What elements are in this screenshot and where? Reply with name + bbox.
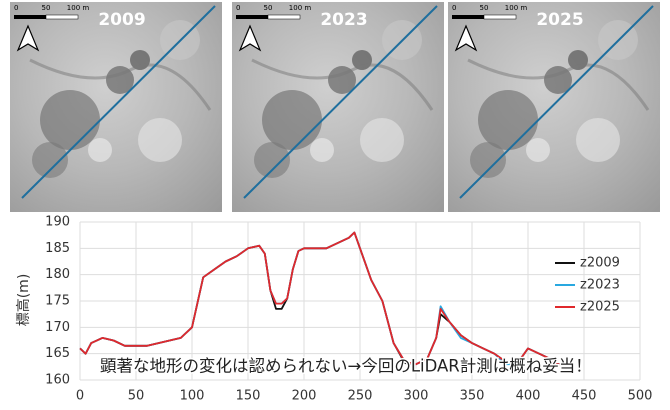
scale-label: 100 m <box>505 4 528 12</box>
x-tick-label: 100 <box>180 389 205 404</box>
terrain <box>254 142 290 178</box>
map-year: 2009 <box>98 10 145 30</box>
terrain <box>310 138 334 162</box>
x-tick-label: 0 <box>76 389 84 404</box>
scale-bar-black <box>236 15 268 19</box>
figure: 標高(m) 0 50 100 m 2009 0 50 100 m 2023 0 50 100 m 20… <box>0 0 670 410</box>
scale-bar-white <box>484 15 516 19</box>
x-tick-label: 300 <box>404 389 429 404</box>
x-tick-label: 150 <box>236 389 261 404</box>
y-tick-label: 175 <box>45 294 70 309</box>
terrain <box>32 142 68 178</box>
y-tick-label: 185 <box>45 241 70 256</box>
scale-label: 0 <box>452 4 456 12</box>
series-line <box>80 233 567 365</box>
y-tick-label: 170 <box>45 320 70 335</box>
y-tick-label: 165 <box>45 346 70 361</box>
x-tick-label: 450 <box>572 389 597 404</box>
annotation: 顕著な地形の変化は認められない→今回のLiDAR計測は概ね妥当！ <box>100 357 592 376</box>
terrain <box>470 142 506 178</box>
map-year: 2025 <box>536 10 583 30</box>
terrain <box>576 118 620 162</box>
terrain <box>360 118 404 162</box>
terrain <box>526 138 550 162</box>
terrain <box>478 90 538 150</box>
map-panel: 0 50 100 m 2025 <box>448 2 660 212</box>
map-panel: 0 50 100 m 2023 <box>232 2 444 212</box>
legend-label: z2025 <box>580 300 620 315</box>
y-axis-label: 標高(m) <box>15 274 32 327</box>
map-panel: 0 50 100 m 2009 <box>10 2 222 212</box>
scale-bar-black <box>452 15 484 19</box>
terrain <box>88 138 112 162</box>
scale-label: 0 <box>236 4 240 12</box>
x-tick-label: 500 <box>628 389 653 404</box>
x-tick-label: 50 <box>128 389 145 404</box>
y-tick-label: 180 <box>45 267 70 282</box>
x-tick-label: 250 <box>348 389 373 404</box>
x-tick-label: 400 <box>516 389 541 404</box>
terrain <box>40 90 100 150</box>
scale-label: 100 m <box>289 4 312 12</box>
scale-bar-black <box>14 15 46 19</box>
scale-label: 0 <box>14 4 18 12</box>
x-tick-label: 350 <box>460 389 485 404</box>
y-tick-label: 190 <box>45 215 70 230</box>
map-year: 2023 <box>320 10 367 30</box>
terrain <box>138 118 182 162</box>
x-tick-label: 200 <box>292 389 317 404</box>
scale-label: 50 <box>480 4 489 12</box>
y-tick-label: 160 <box>45 373 70 388</box>
terrain <box>262 90 322 150</box>
scale-bar-white <box>46 15 78 19</box>
legend-label: z2009 <box>580 256 620 271</box>
scale-label: 50 <box>264 4 273 12</box>
legend-label: z2023 <box>580 278 620 293</box>
scale-label: 100 m <box>67 4 90 12</box>
scale-bar-white <box>268 15 300 19</box>
scale-label: 50 <box>42 4 51 12</box>
